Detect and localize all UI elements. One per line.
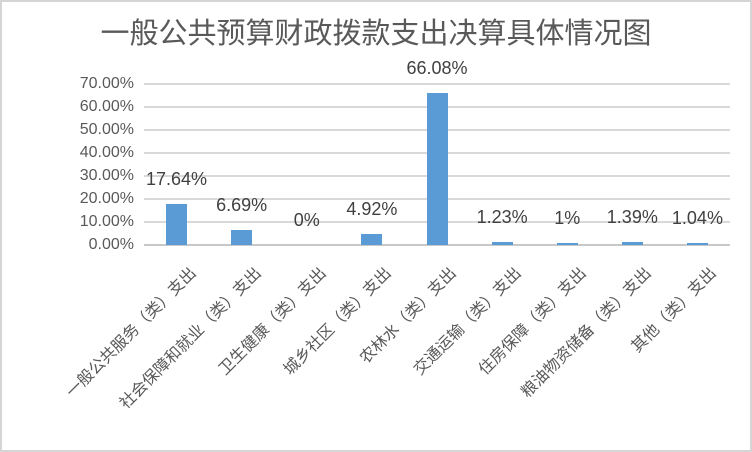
bar bbox=[426, 93, 448, 245]
y-axis-tick-label: 70.00% bbox=[79, 75, 134, 92]
data-label: 1.04% bbox=[671, 207, 723, 228]
bar bbox=[556, 242, 578, 245]
x-axis-category-label: 粮油物资储备（类）支出 bbox=[518, 264, 656, 402]
x-axis-category-label: 一般公共服务（类）支出 bbox=[62, 264, 200, 402]
data-label: 66.08% bbox=[406, 58, 468, 79]
y-axis-tick-label: 50.00% bbox=[79, 121, 134, 138]
chart-title: 一般公共预算财政拨款支出决算具体情况图 bbox=[100, 18, 652, 50]
gridline bbox=[144, 244, 730, 246]
bar bbox=[621, 241, 643, 245]
bar bbox=[166, 204, 188, 245]
bar bbox=[361, 233, 383, 245]
x-axis-category-label: 城乡社区（类）支出 bbox=[280, 264, 395, 379]
bar bbox=[491, 242, 513, 245]
data-label: 6.69% bbox=[216, 194, 268, 215]
gridline bbox=[144, 83, 730, 85]
data-label: 17.64% bbox=[146, 169, 208, 190]
y-axis-tick-label: 60.00% bbox=[79, 98, 134, 115]
bar bbox=[231, 229, 253, 245]
x-axis-category-label: 卫生健康（类）支出 bbox=[215, 264, 330, 379]
y-axis-tick-label: 0.00% bbox=[88, 236, 134, 253]
y-axis-tick-label: 30.00% bbox=[79, 167, 134, 184]
bar bbox=[686, 242, 708, 245]
y-axis-tick-label: 10.00% bbox=[79, 213, 134, 230]
data-label: 1.39% bbox=[606, 206, 658, 227]
data-label: 1.23% bbox=[476, 207, 528, 228]
data-label: 1% bbox=[554, 207, 581, 228]
data-label: 4.92% bbox=[346, 198, 398, 219]
y-axis-tick-label: 20.00% bbox=[79, 190, 134, 207]
y-axis-tick-label: 40.00% bbox=[79, 144, 134, 161]
data-label: 0% bbox=[293, 210, 320, 230]
